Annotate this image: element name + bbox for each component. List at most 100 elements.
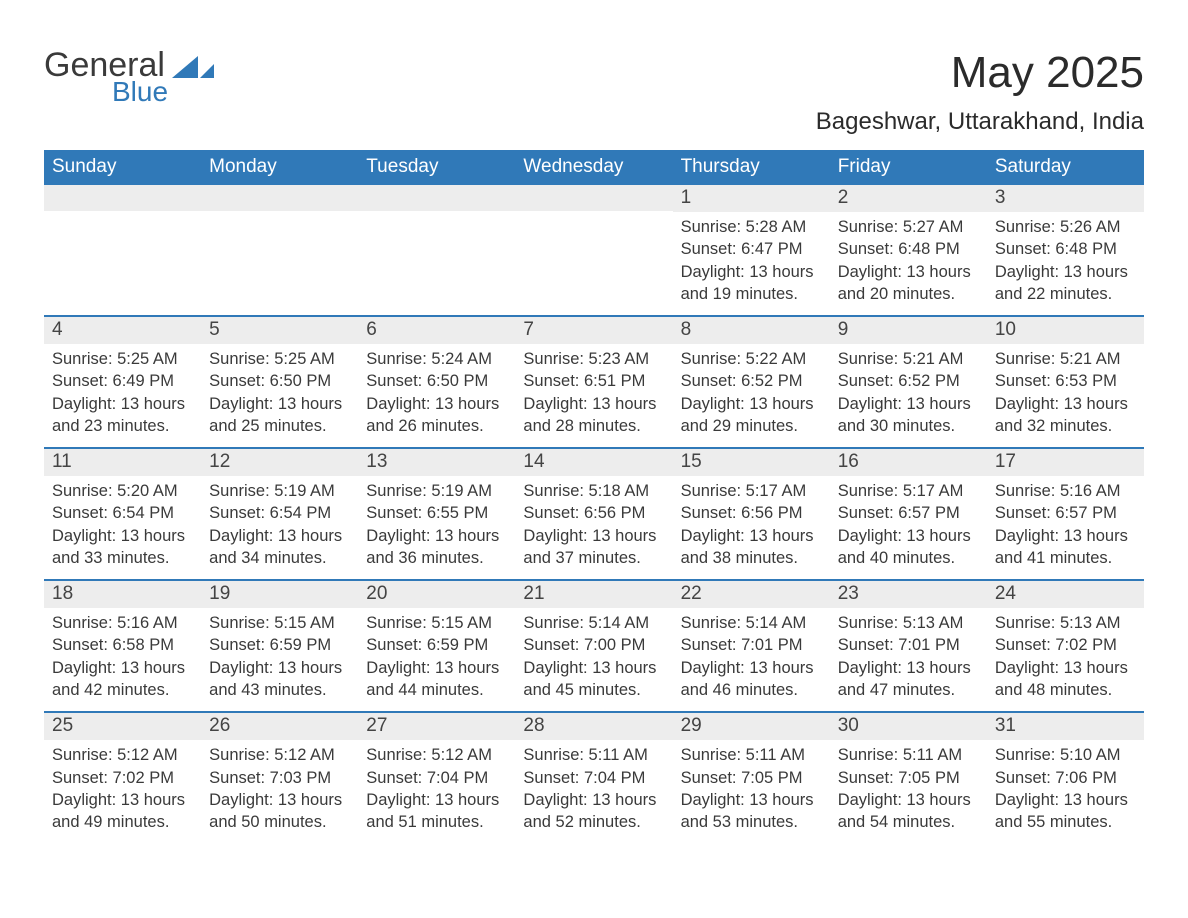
day-number: 18 bbox=[44, 581, 201, 608]
sunset-line: Sunset: 7:03 PM bbox=[209, 767, 352, 789]
day-number: 12 bbox=[201, 449, 358, 476]
day-number: 10 bbox=[987, 317, 1144, 344]
day-number: 3 bbox=[987, 185, 1144, 212]
weekday-friday: Friday bbox=[830, 150, 987, 185]
calendar-page: General Blue May 2025 Bageshwar, Uttarak… bbox=[0, 0, 1188, 883]
daylight-line: Daylight: 13 hours and 22 minutes. bbox=[995, 261, 1138, 306]
day-cell-empty bbox=[515, 185, 672, 315]
calendar: SundayMondayTuesdayWednesdayThursdayFrid… bbox=[44, 150, 1144, 843]
sunset-line: Sunset: 6:52 PM bbox=[838, 370, 981, 392]
day-number: 23 bbox=[830, 581, 987, 608]
day-cell-10: 10Sunrise: 5:21 AMSunset: 6:53 PMDayligh… bbox=[987, 317, 1144, 447]
daylight-line: Daylight: 13 hours and 20 minutes. bbox=[838, 261, 981, 306]
day-details: Sunrise: 5:21 AMSunset: 6:52 PMDaylight:… bbox=[836, 348, 981, 437]
header: General Blue May 2025 Bageshwar, Uttarak… bbox=[44, 48, 1144, 136]
daylight-line: Daylight: 13 hours and 33 minutes. bbox=[52, 525, 195, 570]
daylight-line: Daylight: 13 hours and 47 minutes. bbox=[838, 657, 981, 702]
location-label: Bageshwar, Uttarakhand, India bbox=[816, 108, 1144, 136]
sunset-line: Sunset: 6:53 PM bbox=[995, 370, 1138, 392]
day-cell-1: 1Sunrise: 5:28 AMSunset: 6:47 PMDaylight… bbox=[673, 185, 830, 315]
daylight-line: Daylight: 13 hours and 41 minutes. bbox=[995, 525, 1138, 570]
weekday-wednesday: Wednesday bbox=[515, 150, 672, 185]
logo-word-blue: Blue bbox=[112, 78, 168, 106]
day-number: 20 bbox=[358, 581, 515, 608]
sunset-line: Sunset: 6:56 PM bbox=[523, 502, 666, 524]
day-details: Sunrise: 5:11 AMSunset: 7:04 PMDaylight:… bbox=[521, 744, 666, 833]
day-cell-15: 15Sunrise: 5:17 AMSunset: 6:56 PMDayligh… bbox=[673, 449, 830, 579]
day-cell-17: 17Sunrise: 5:16 AMSunset: 6:57 PMDayligh… bbox=[987, 449, 1144, 579]
day-details: Sunrise: 5:14 AMSunset: 7:00 PMDaylight:… bbox=[521, 612, 666, 701]
sunset-line: Sunset: 6:54 PM bbox=[209, 502, 352, 524]
title-block: May 2025 Bageshwar, Uttarakhand, India bbox=[816, 48, 1144, 136]
day-number: 14 bbox=[515, 449, 672, 476]
sunrise-line: Sunrise: 5:11 AM bbox=[523, 744, 666, 766]
day-details: Sunrise: 5:11 AMSunset: 7:05 PMDaylight:… bbox=[679, 744, 824, 833]
sunrise-line: Sunrise: 5:11 AM bbox=[681, 744, 824, 766]
sunset-line: Sunset: 7:01 PM bbox=[838, 634, 981, 656]
day-details: Sunrise: 5:12 AMSunset: 7:02 PMDaylight:… bbox=[50, 744, 195, 833]
day-number: 6 bbox=[358, 317, 515, 344]
day-details: Sunrise: 5:14 AMSunset: 7:01 PMDaylight:… bbox=[679, 612, 824, 701]
day-number-empty bbox=[515, 185, 672, 211]
daylight-line: Daylight: 13 hours and 55 minutes. bbox=[995, 789, 1138, 834]
daylight-line: Daylight: 13 hours and 45 minutes. bbox=[523, 657, 666, 702]
daylight-line: Daylight: 13 hours and 42 minutes. bbox=[52, 657, 195, 702]
sunrise-line: Sunrise: 5:13 AM bbox=[995, 612, 1138, 634]
sunrise-line: Sunrise: 5:12 AM bbox=[209, 744, 352, 766]
day-cell-16: 16Sunrise: 5:17 AMSunset: 6:57 PMDayligh… bbox=[830, 449, 987, 579]
day-cell-20: 20Sunrise: 5:15 AMSunset: 6:59 PMDayligh… bbox=[358, 581, 515, 711]
day-cell-empty bbox=[44, 185, 201, 315]
day-details: Sunrise: 5:22 AMSunset: 6:52 PMDaylight:… bbox=[679, 348, 824, 437]
sunrise-line: Sunrise: 5:10 AM bbox=[995, 744, 1138, 766]
weekday-sunday: Sunday bbox=[44, 150, 201, 185]
logo-triangle-icon bbox=[172, 54, 214, 87]
calendar-weeks: 1Sunrise: 5:28 AMSunset: 6:47 PMDaylight… bbox=[44, 185, 1144, 843]
day-details: Sunrise: 5:18 AMSunset: 6:56 PMDaylight:… bbox=[521, 480, 666, 569]
sunset-line: Sunset: 6:59 PM bbox=[366, 634, 509, 656]
day-number: 4 bbox=[44, 317, 201, 344]
weekday-tuesday: Tuesday bbox=[358, 150, 515, 185]
daylight-line: Daylight: 13 hours and 30 minutes. bbox=[838, 393, 981, 438]
daylight-line: Daylight: 13 hours and 50 minutes. bbox=[209, 789, 352, 834]
day-number: 22 bbox=[673, 581, 830, 608]
day-number: 25 bbox=[44, 713, 201, 740]
day-details: Sunrise: 5:12 AMSunset: 7:03 PMDaylight:… bbox=[207, 744, 352, 833]
sunrise-line: Sunrise: 5:17 AM bbox=[681, 480, 824, 502]
day-cell-29: 29 Sunrise: 5:11 AMSunset: 7:05 PMDayligh… bbox=[673, 713, 830, 843]
day-details: Sunrise: 5:23 AMSunset: 6:51 PMDaylight:… bbox=[521, 348, 666, 437]
day-cell-3: 3Sunrise: 5:26 AMSunset: 6:48 PMDaylight… bbox=[987, 185, 1144, 315]
day-number: 9 bbox=[830, 317, 987, 344]
day-cell-23: 23Sunrise: 5:13 AMSunset: 7:01 PMDayligh… bbox=[830, 581, 987, 711]
day-number: 30 bbox=[830, 713, 987, 740]
sunset-line: Sunset: 6:51 PM bbox=[523, 370, 666, 392]
daylight-line: Daylight: 13 hours and 44 minutes. bbox=[366, 657, 509, 702]
sunset-line: Sunset: 6:56 PM bbox=[681, 502, 824, 524]
day-number-empty bbox=[358, 185, 515, 211]
sunset-line: Sunset: 6:57 PM bbox=[838, 502, 981, 524]
week-row: 18Sunrise: 5:16 AMSunset: 6:58 PMDayligh… bbox=[44, 579, 1144, 711]
daylight-line: Daylight: 13 hours and 46 minutes. bbox=[681, 657, 824, 702]
sunset-line: Sunset: 7:00 PM bbox=[523, 634, 666, 656]
month-title: May 2025 bbox=[816, 48, 1144, 98]
day-details: Sunrise: 5:20 AMSunset: 6:54 PMDaylight:… bbox=[50, 480, 195, 569]
daylight-line: Daylight: 13 hours and 40 minutes. bbox=[838, 525, 981, 570]
week-row: 1Sunrise: 5:28 AMSunset: 6:47 PMDaylight… bbox=[44, 185, 1144, 315]
day-number: 28 bbox=[515, 713, 672, 740]
sunrise-line: Sunrise: 5:28 AM bbox=[681, 216, 824, 238]
daylight-line: Daylight: 13 hours and 51 minutes. bbox=[366, 789, 509, 834]
sunset-line: Sunset: 7:02 PM bbox=[995, 634, 1138, 656]
sunset-line: Sunset: 7:01 PM bbox=[681, 634, 824, 656]
daylight-line: Daylight: 13 hours and 43 minutes. bbox=[209, 657, 352, 702]
day-number: 27 bbox=[358, 713, 515, 740]
day-number: 31 bbox=[987, 713, 1144, 740]
day-cell-31: 31 Sunrise: 5:10 AMSunset: 7:06 PMDayligh… bbox=[987, 713, 1144, 843]
daylight-line: Daylight: 13 hours and 38 minutes. bbox=[681, 525, 824, 570]
sunrise-line: Sunrise: 5:25 AM bbox=[209, 348, 352, 370]
day-cell-21: 21Sunrise: 5:14 AMSunset: 7:00 PMDayligh… bbox=[515, 581, 672, 711]
day-cell-7: 7Sunrise: 5:23 AMSunset: 6:51 PMDaylight… bbox=[515, 317, 672, 447]
day-details: Sunrise: 5:10 AMSunset: 7:06 PMDaylight:… bbox=[993, 744, 1138, 833]
day-number: 29 bbox=[673, 713, 830, 740]
logo-text: General Blue bbox=[44, 48, 168, 106]
sunrise-line: Sunrise: 5:18 AM bbox=[523, 480, 666, 502]
sunrise-line: Sunrise: 5:22 AM bbox=[681, 348, 824, 370]
